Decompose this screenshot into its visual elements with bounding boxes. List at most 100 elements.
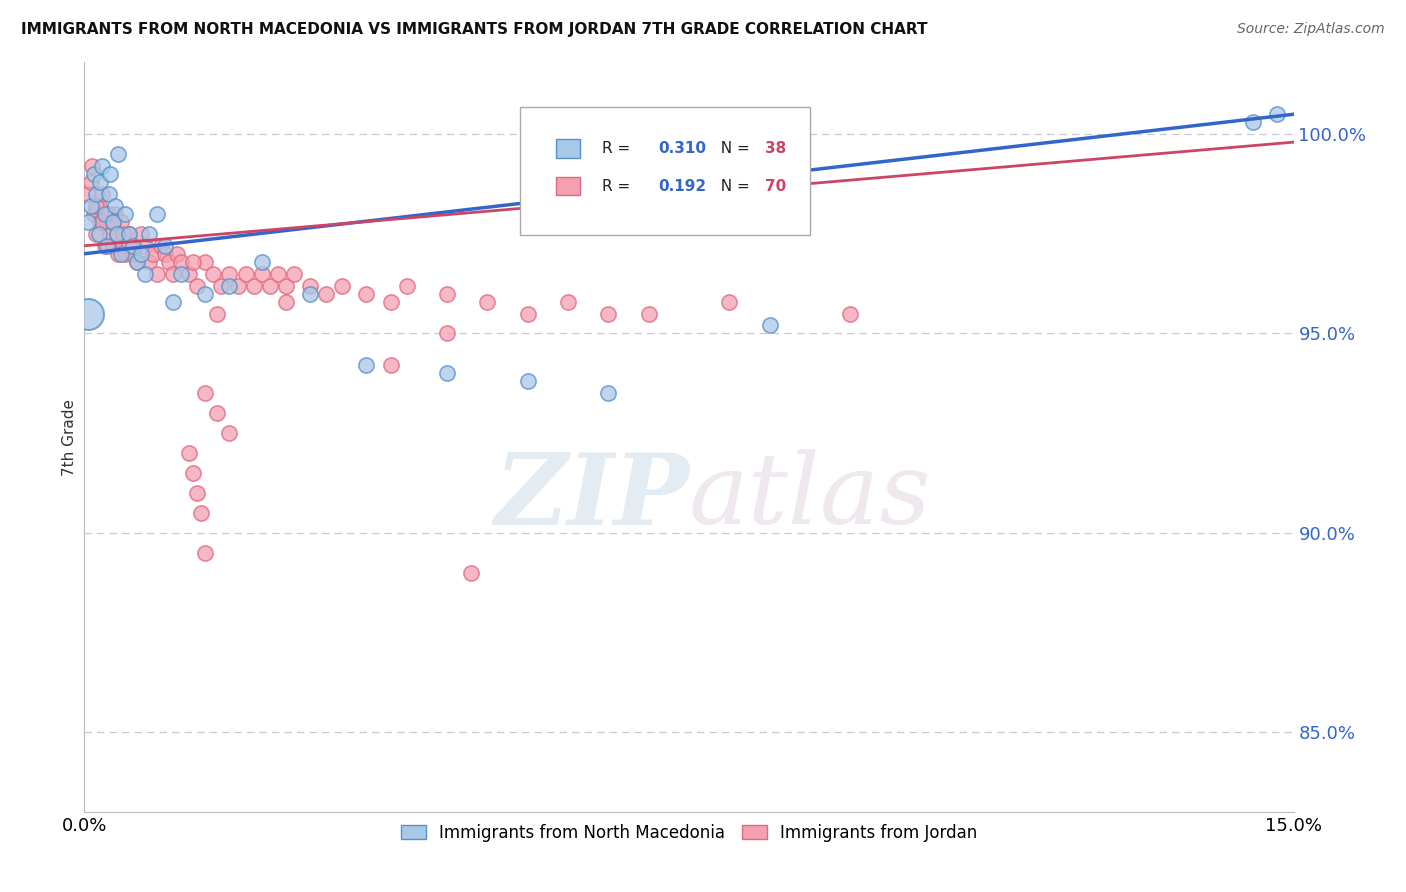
Point bbox=[110, 215, 132, 229]
Point bbox=[218, 426, 240, 441]
Point bbox=[86, 186, 108, 201]
Text: N =: N = bbox=[710, 178, 755, 194]
Point bbox=[98, 167, 121, 181]
Point bbox=[91, 186, 114, 201]
Point bbox=[149, 239, 172, 253]
Point bbox=[166, 246, 188, 260]
Point bbox=[93, 239, 115, 253]
Point bbox=[436, 367, 458, 381]
Point bbox=[83, 167, 105, 181]
Point bbox=[153, 239, 176, 253]
Point bbox=[330, 278, 353, 293]
Point bbox=[146, 267, 169, 281]
Point bbox=[97, 207, 120, 221]
Point bbox=[121, 239, 143, 253]
Point bbox=[118, 227, 141, 241]
Point bbox=[112, 239, 135, 253]
Point bbox=[181, 466, 204, 480]
Point bbox=[516, 306, 538, 320]
Point bbox=[86, 199, 108, 213]
Point bbox=[118, 227, 141, 241]
Point bbox=[138, 227, 160, 241]
Point bbox=[162, 294, 184, 309]
Point bbox=[209, 278, 232, 293]
Legend: Immigrants from North Macedonia, Immigrants from Jordan: Immigrants from North Macedonia, Immigra… bbox=[394, 817, 984, 848]
Point bbox=[77, 306, 100, 320]
Point bbox=[114, 207, 136, 221]
Point bbox=[207, 306, 229, 320]
Point bbox=[226, 278, 249, 293]
Point bbox=[96, 239, 118, 253]
Point bbox=[598, 306, 620, 320]
Point bbox=[235, 267, 257, 281]
Point bbox=[259, 278, 281, 293]
Text: ZIP: ZIP bbox=[494, 449, 689, 545]
Point bbox=[186, 278, 208, 293]
Point bbox=[97, 186, 120, 201]
Point bbox=[181, 254, 204, 268]
Point bbox=[134, 267, 156, 281]
Point bbox=[356, 286, 378, 301]
Point bbox=[91, 159, 114, 173]
Point bbox=[477, 294, 499, 309]
Text: R =: R = bbox=[602, 178, 636, 194]
Point bbox=[77, 215, 100, 229]
Point bbox=[77, 186, 100, 201]
Point bbox=[157, 254, 180, 268]
Point bbox=[125, 254, 148, 268]
Point bbox=[436, 326, 458, 341]
Point bbox=[380, 294, 402, 309]
Point bbox=[101, 215, 124, 229]
Point bbox=[121, 246, 143, 260]
Text: IMMIGRANTS FROM NORTH MACEDONIA VS IMMIGRANTS FROM JORDAN 7TH GRADE CORRELATION : IMMIGRANTS FROM NORTH MACEDONIA VS IMMIG… bbox=[21, 22, 928, 37]
Point bbox=[105, 227, 128, 241]
Point bbox=[179, 446, 201, 460]
Point bbox=[101, 239, 124, 253]
Point bbox=[82, 159, 104, 173]
Text: 0.192: 0.192 bbox=[659, 178, 707, 194]
Point bbox=[89, 215, 111, 229]
Point bbox=[112, 227, 135, 241]
Point bbox=[80, 175, 103, 189]
Point bbox=[242, 278, 264, 293]
Point bbox=[138, 254, 160, 268]
Point bbox=[218, 278, 240, 293]
Point bbox=[194, 386, 217, 401]
Point bbox=[134, 239, 156, 253]
FancyBboxPatch shape bbox=[555, 139, 581, 158]
Point bbox=[105, 227, 128, 241]
Text: 70: 70 bbox=[765, 178, 786, 194]
Point bbox=[114, 246, 136, 260]
Point bbox=[86, 227, 108, 241]
FancyBboxPatch shape bbox=[555, 177, 581, 195]
Point bbox=[516, 374, 538, 388]
Point bbox=[299, 286, 322, 301]
Point bbox=[380, 359, 402, 373]
Point bbox=[202, 267, 225, 281]
Point bbox=[194, 546, 217, 560]
Point bbox=[598, 386, 620, 401]
Point bbox=[96, 215, 118, 229]
Point bbox=[162, 267, 184, 281]
Text: N =: N = bbox=[710, 141, 755, 156]
Point bbox=[356, 359, 378, 373]
Point bbox=[98, 227, 121, 241]
Point bbox=[91, 215, 114, 229]
Point bbox=[146, 207, 169, 221]
Point bbox=[129, 227, 152, 241]
Point bbox=[104, 199, 127, 213]
Point bbox=[1241, 115, 1264, 129]
Text: 38: 38 bbox=[765, 141, 786, 156]
Point bbox=[194, 286, 217, 301]
Point bbox=[125, 254, 148, 268]
Point bbox=[839, 306, 862, 320]
Point bbox=[194, 254, 217, 268]
Text: R =: R = bbox=[602, 141, 636, 156]
Point bbox=[87, 199, 110, 213]
Point bbox=[190, 506, 212, 520]
FancyBboxPatch shape bbox=[520, 107, 810, 235]
Text: atlas: atlas bbox=[689, 450, 932, 545]
Point bbox=[1267, 107, 1289, 121]
Text: Source: ZipAtlas.com: Source: ZipAtlas.com bbox=[1237, 22, 1385, 37]
Point bbox=[218, 267, 240, 281]
